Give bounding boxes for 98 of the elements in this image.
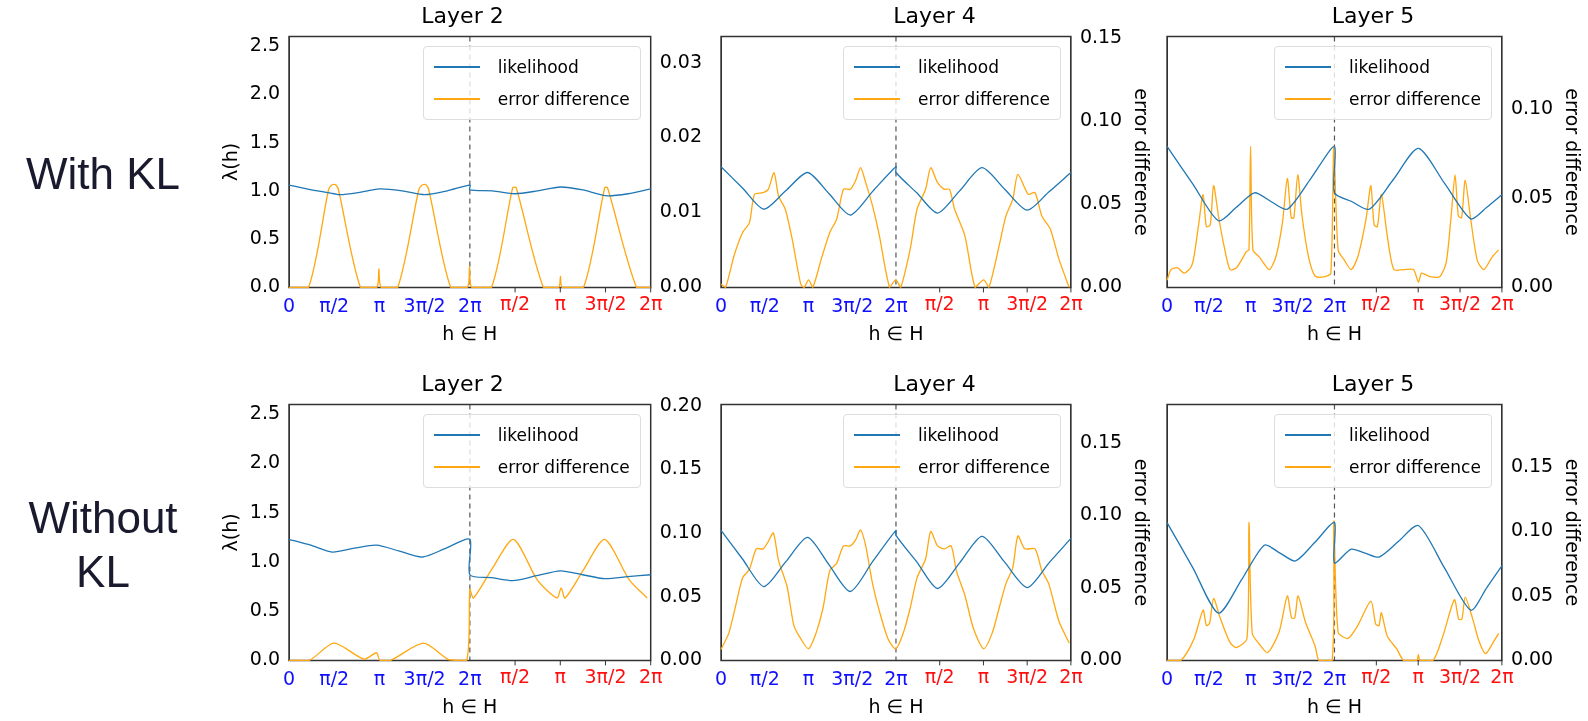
x-tick-label: π (1245, 666, 1257, 689)
x-tick-label: 0 (1161, 666, 1174, 689)
y-tick-label: 2.0 (249, 81, 281, 104)
y2-axis-title: error difference (1561, 88, 1584, 236)
legend-label: error difference (497, 88, 630, 112)
y2-axis-title: error difference (1130, 458, 1153, 607)
x-tick-label: 2π (884, 666, 908, 689)
y2-tick-label: 0.05 (1510, 185, 1554, 208)
legend-label: likelihood (1349, 424, 1430, 448)
x-tick-label: 0 (1161, 293, 1174, 316)
x-tick-label: π/2 (749, 666, 780, 689)
y-tick-label: 1.5 (249, 129, 281, 152)
y2-tick-label: 0.10 (1510, 95, 1554, 118)
x-tick-label: π/2 (749, 293, 780, 316)
x-tick-label: 3π/2 (831, 293, 874, 316)
y-axis-title: λ(h) (219, 513, 242, 552)
y2-tick-label: 0.15 (1510, 453, 1554, 476)
x-tick-label: π/2 (1193, 293, 1224, 316)
y2-tick-label: 0.03 (659, 49, 703, 72)
chart-title: Layer 5 (1331, 2, 1415, 28)
y2-tick-label: 0.00 (1510, 274, 1554, 297)
legend-label: likelihood (497, 56, 579, 80)
x-tick-label: 3π/2 (1271, 293, 1314, 316)
x-tick-label: 3π/2 (403, 293, 446, 316)
y2-tick-label: 0.00 (1510, 647, 1554, 670)
x-tick-label: π (802, 666, 815, 689)
x-tick-label: π/2 (1193, 666, 1224, 689)
legend-label: error difference (497, 456, 630, 480)
legend-label: error difference (1349, 88, 1481, 112)
y-tick-label: 2.5 (249, 32, 281, 55)
x-tick-label: 0 (715, 293, 728, 316)
y2-tick-label: 0.00 (659, 647, 703, 670)
x-axis-title: h ∈ H (1306, 694, 1362, 717)
y2-tick-label: 0.05 (1510, 582, 1554, 605)
x-tick-label: π (1245, 293, 1257, 316)
y2-tick-label: 0.15 (1079, 430, 1123, 453)
x-tick-label: 2π (458, 666, 482, 689)
y2-tick-label: 0.20 (659, 392, 703, 415)
legend-label: likelihood (1349, 56, 1430, 80)
text: With KL (25, 148, 181, 200)
y-tick-label: 1.0 (249, 177, 281, 200)
legend-label: likelihood (918, 424, 999, 448)
chart-title: Layer 2 (421, 370, 504, 396)
x-tick-label: 2π (884, 293, 908, 316)
x-tick-label: π (373, 293, 386, 316)
x-axis-title: h ∈ H (868, 321, 924, 344)
y-tick-label: 1.0 (249, 548, 281, 571)
y2-axis-title: error difference (1130, 88, 1153, 236)
y2-tick-label: 0.15 (1079, 25, 1123, 47)
x-axis-title: h ∈ H (1306, 321, 1362, 344)
y2-tick-label: 0.05 (1079, 191, 1123, 214)
x-axis-title: h ∈ H (868, 694, 924, 717)
y2-tick-label: 0.05 (1079, 574, 1123, 597)
x-tick-label: 3π/2 (403, 666, 446, 689)
y2-axis-title: error difference (1561, 458, 1584, 607)
legend-label: error difference (1349, 456, 1481, 480)
y-tick-label: 0.5 (249, 598, 281, 621)
y2-tick-label: 0.00 (659, 274, 703, 297)
x-tick-label: π (802, 293, 815, 316)
legend-label: likelihood (497, 424, 579, 448)
x-tick-label: 2π (458, 293, 482, 316)
x-tick-label: π/2 (319, 666, 350, 689)
x-tick-label: 0 (715, 666, 728, 689)
x-tick-label: 0 (282, 293, 296, 316)
chart-title: Layer 5 (1331, 370, 1415, 396)
chart-title: Layer 4 (893, 2, 976, 28)
y-tick-label: 2.0 (249, 450, 281, 473)
y-tick-label: 0.5 (249, 226, 281, 249)
x-axis-title: h ∈ H (442, 694, 498, 717)
chart-title: Layer 4 (893, 370, 976, 396)
legend-label: likelihood (918, 56, 999, 80)
y2-tick-label: 0.00 (1079, 647, 1123, 670)
y2-tick-label: 0.01 (659, 199, 703, 222)
y2-tick-label: 0.10 (1079, 108, 1123, 131)
y-axis-title: λ(h) (219, 142, 242, 181)
y2-tick-label: 0.00 (1079, 274, 1123, 297)
x-tick-label: 3π/2 (1271, 666, 1314, 689)
y-tick-label: 0.0 (249, 274, 281, 297)
x-tick-label: 2π (1322, 666, 1347, 689)
x-tick-label: 3π/2 (831, 666, 874, 689)
x-axis-title: h ∈ H (442, 321, 498, 344)
y2-tick-label: 0.10 (659, 519, 703, 542)
legend-label: error difference (918, 88, 1050, 112)
y2-tick-label: 0.10 (1510, 518, 1554, 541)
y-tick-label: 0.0 (249, 647, 281, 670)
y2-tick-label: 0.10 (1079, 502, 1123, 525)
legend-label: error difference (918, 456, 1050, 480)
y2-tick-label: 0.02 (659, 124, 703, 147)
x-tick-label: 2π (1322, 293, 1347, 316)
y-tick-label: 2.5 (249, 401, 281, 424)
x-tick-label: π (373, 666, 386, 689)
y2-tick-label: 0.15 (659, 456, 703, 479)
text: Without KL (27, 491, 179, 598)
y-tick-label: 1.5 (249, 499, 281, 522)
y2-tick-label: 0.05 (659, 583, 703, 606)
x-tick-label: 0 (282, 666, 296, 689)
chart-title: Layer 2 (421, 2, 504, 28)
x-tick-label: π/2 (319, 293, 350, 316)
